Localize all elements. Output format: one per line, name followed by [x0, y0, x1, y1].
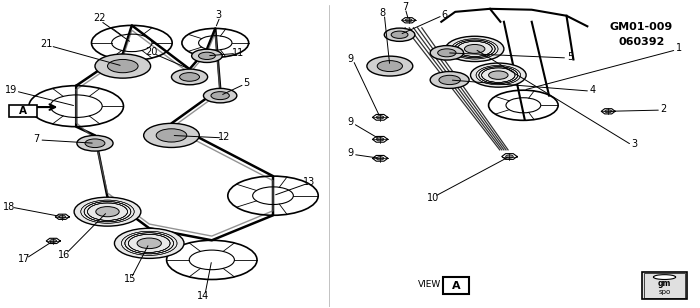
Circle shape — [114, 228, 184, 258]
Circle shape — [96, 207, 119, 217]
Text: 16: 16 — [58, 250, 71, 260]
Circle shape — [377, 138, 384, 141]
Circle shape — [211, 92, 230, 99]
Text: 9: 9 — [348, 54, 354, 64]
Circle shape — [74, 197, 141, 226]
Circle shape — [137, 238, 162, 249]
Circle shape — [505, 155, 513, 158]
Circle shape — [489, 71, 508, 79]
Circle shape — [438, 49, 456, 57]
Circle shape — [377, 61, 402, 71]
Circle shape — [77, 136, 113, 151]
Text: 3: 3 — [631, 140, 638, 149]
Text: 22: 22 — [93, 13, 106, 23]
FancyBboxPatch shape — [642, 272, 687, 299]
Circle shape — [192, 49, 222, 63]
Text: 11: 11 — [232, 47, 244, 58]
Text: 21: 21 — [40, 39, 52, 49]
Circle shape — [384, 28, 415, 41]
Text: 15: 15 — [124, 274, 136, 284]
Circle shape — [59, 215, 66, 218]
Circle shape — [95, 54, 150, 78]
Text: 4: 4 — [590, 85, 596, 95]
Text: 3: 3 — [216, 10, 222, 20]
Text: 9: 9 — [348, 117, 354, 127]
Circle shape — [430, 71, 469, 88]
Circle shape — [199, 52, 216, 59]
Text: 5: 5 — [567, 52, 573, 62]
Text: 5: 5 — [244, 78, 250, 88]
Text: spo: spo — [659, 289, 671, 294]
Circle shape — [470, 63, 526, 87]
Text: 13: 13 — [303, 177, 315, 188]
Text: GM01-009: GM01-009 — [610, 22, 673, 32]
Text: 060392: 060392 — [618, 37, 665, 47]
Circle shape — [377, 157, 384, 160]
Circle shape — [605, 110, 612, 113]
Text: 12: 12 — [218, 132, 230, 142]
FancyBboxPatch shape — [8, 105, 36, 117]
Circle shape — [391, 31, 408, 38]
Text: 8: 8 — [380, 8, 386, 18]
Circle shape — [465, 44, 485, 53]
Text: 9: 9 — [348, 148, 354, 159]
Text: 14: 14 — [197, 291, 209, 301]
FancyBboxPatch shape — [442, 278, 469, 294]
Text: 2: 2 — [661, 104, 667, 114]
Circle shape — [367, 56, 413, 76]
Text: 18: 18 — [3, 201, 15, 212]
Circle shape — [430, 46, 463, 60]
Text: 6: 6 — [442, 10, 448, 20]
Text: 17: 17 — [18, 254, 30, 264]
Text: 7: 7 — [34, 134, 40, 144]
Circle shape — [439, 75, 461, 85]
Text: 7: 7 — [402, 2, 408, 12]
Circle shape — [377, 116, 384, 119]
Circle shape — [144, 124, 200, 148]
Text: 1: 1 — [676, 43, 682, 53]
Text: A: A — [452, 281, 460, 291]
Text: 10: 10 — [427, 192, 439, 202]
Text: 19: 19 — [6, 85, 18, 95]
Circle shape — [445, 36, 504, 62]
Circle shape — [405, 19, 412, 22]
Circle shape — [180, 73, 200, 81]
Circle shape — [85, 139, 105, 148]
Text: gm: gm — [658, 279, 671, 288]
Circle shape — [156, 129, 187, 142]
Ellipse shape — [653, 275, 676, 279]
Circle shape — [204, 88, 237, 103]
Text: VIEW: VIEW — [418, 280, 441, 290]
Circle shape — [108, 59, 138, 73]
Text: 20: 20 — [145, 47, 158, 57]
Circle shape — [172, 69, 208, 85]
Text: A: A — [19, 106, 27, 116]
Circle shape — [50, 239, 57, 242]
